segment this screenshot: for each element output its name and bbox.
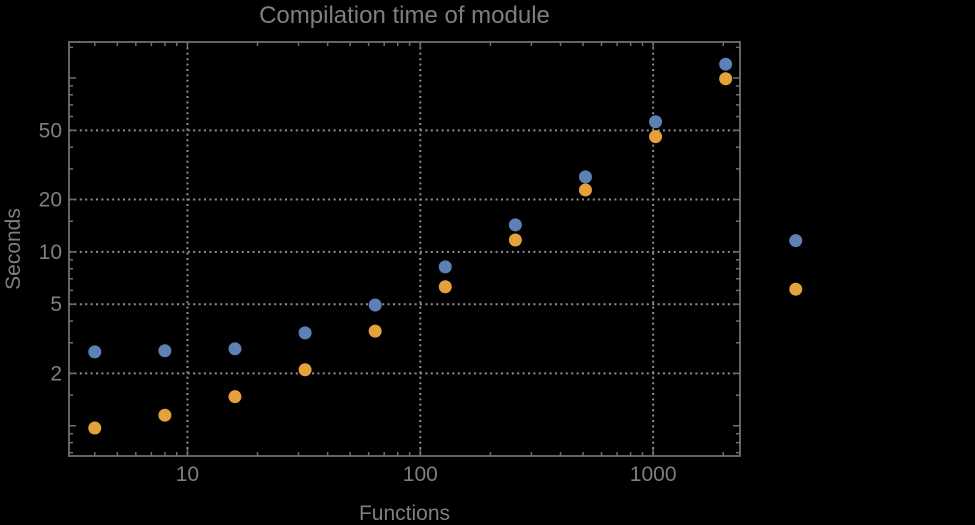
data-point-series-orange [88, 421, 102, 435]
y-tick-label: 2 [50, 362, 62, 385]
data-point-series-blue [228, 342, 242, 356]
data-point-series-blue [438, 260, 452, 274]
data-point-series-blue [508, 218, 522, 232]
data-point-series-orange [368, 324, 382, 338]
y-tick-label: 5 [50, 293, 62, 316]
data-point-series-blue [158, 344, 172, 358]
data-point-series-orange [298, 363, 312, 377]
data-point-series-blue [578, 170, 592, 184]
data-point-series-blue [368, 298, 382, 312]
data-point-series-blue [88, 345, 102, 359]
plot-frame [68, 41, 741, 457]
data-point-series-orange [438, 280, 452, 294]
y-tick-label: 10 [39, 241, 62, 264]
data-point-series-orange [719, 72, 733, 86]
y-tick-label: 20 [39, 189, 62, 212]
data-point-series-blue [719, 57, 733, 71]
x-tick-label: 10 [176, 463, 199, 486]
data-point-series-orange [649, 130, 663, 144]
data-point-series-blue [789, 234, 803, 248]
data-point-series-orange [789, 282, 803, 296]
x-tick-label: 100 [403, 463, 438, 486]
y-tick-label: 50 [39, 119, 62, 142]
data-point-series-orange [228, 390, 242, 404]
x-axis-label: Functions [358, 502, 451, 525]
data-point-series-orange [578, 183, 592, 197]
x-tick-label: 1000 [630, 463, 677, 486]
data-point-series-orange [508, 233, 522, 247]
data-point-series-blue [649, 115, 663, 129]
data-point-series-blue [298, 326, 312, 340]
chart-title: Compilation time of module [259, 2, 550, 29]
data-point-series-orange [158, 408, 172, 422]
